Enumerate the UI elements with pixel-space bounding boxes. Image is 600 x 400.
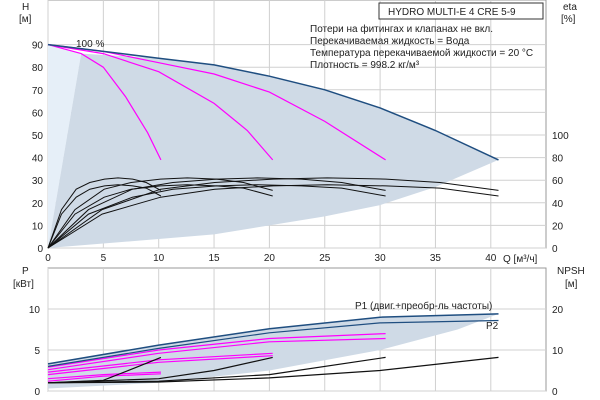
power-curve-reduced xyxy=(47,355,273,376)
y-unit-h: [м] xyxy=(19,14,32,25)
y2-tick-label: 40 xyxy=(552,199,564,210)
npsh-curve xyxy=(47,356,499,384)
p1-curve xyxy=(47,313,499,365)
y-tick-label: 0 xyxy=(37,244,43,255)
y2-label-npsh: NPSH xyxy=(557,266,585,277)
power-operating-area xyxy=(48,313,499,389)
x-label-q: Q [м³/ч] xyxy=(503,254,538,265)
x-tick-label: 30 xyxy=(375,253,387,264)
p1-label: P1 (двиг.+преобр-ль частоты) xyxy=(355,300,492,312)
y-label-h: H xyxy=(22,2,29,13)
note-3: Температура перекачиваемой жидкости = 20… xyxy=(310,48,533,59)
y2-unit-npsh: [м] xyxy=(565,279,578,290)
y2-tick-label: 20 xyxy=(552,221,564,232)
x-tick-label: 5 xyxy=(101,253,107,264)
y-tick-label: 70 xyxy=(32,86,44,97)
eta-curve xyxy=(47,184,499,249)
x-tick-label: 25 xyxy=(319,253,331,264)
p2-curve xyxy=(47,319,499,367)
operating-area xyxy=(48,53,499,248)
y-tick-label: 20 xyxy=(32,199,44,210)
y2-tick-label: 100 xyxy=(552,131,569,142)
chart-labels: HYDRO MULTI-E 4 CRE 5-9 Потери на фитинг… xyxy=(13,2,585,332)
head-curve-reduced xyxy=(47,44,274,161)
head-curve-full xyxy=(47,43,499,161)
power-curve-reduced xyxy=(47,337,386,371)
y2-tick-label: 0 xyxy=(552,244,558,255)
y2-unit-eta: [%] xyxy=(561,14,576,25)
eta-curve xyxy=(47,184,273,249)
y-unit-p: [кВт] xyxy=(13,279,34,290)
y-tick-label: 50 xyxy=(32,131,44,142)
head-curve-reduced xyxy=(47,44,162,161)
power-curve-reduced xyxy=(47,373,161,382)
y-tick-label: 30 xyxy=(32,176,44,187)
eta-curve xyxy=(47,177,386,249)
eta-curve xyxy=(47,177,499,249)
y-tick-label: 40 xyxy=(32,154,44,165)
chart-marks xyxy=(47,43,499,389)
y2-tick-label: 0 xyxy=(552,387,558,398)
chart-title: HYDRO MULTI-E 4 CRE 5-9 xyxy=(388,7,516,18)
note-1: Потери на фитингах и клапанах не вкл. xyxy=(310,23,493,35)
title-box xyxy=(378,2,544,20)
y-label-p: P xyxy=(22,266,29,277)
y-tick-label: 80 xyxy=(32,63,44,74)
y-tick-label: 90 xyxy=(32,41,44,52)
power-curve-reduced xyxy=(47,333,386,368)
p2-label: P2 xyxy=(486,321,499,332)
y2-tick-label: 60 xyxy=(552,176,564,187)
note-2: Перекачиваемая жидкость = Вода xyxy=(310,36,470,47)
y-tick-label: 10 xyxy=(32,221,44,232)
x-tick-label: 0 xyxy=(45,253,51,264)
x-tick-label: 20 xyxy=(264,253,276,264)
eta-curve xyxy=(47,184,386,249)
y-tick-label: 10 xyxy=(29,305,41,316)
y-tick-label: 0 xyxy=(34,387,40,398)
power-curve-reduced xyxy=(47,371,161,380)
x-tick-label: 15 xyxy=(208,253,220,264)
operating-area-light xyxy=(48,44,82,248)
y2-tick-label: 80 xyxy=(552,154,564,165)
x-tick-label: 10 xyxy=(153,253,165,264)
note-4: Плотность = 998.2 кг/м³ xyxy=(310,60,420,71)
npsh-curve xyxy=(47,356,273,384)
y2-label-eta: eta xyxy=(563,2,577,13)
y-tick-label: 60 xyxy=(32,108,44,119)
y2-tick-label: 20 xyxy=(552,305,564,316)
speed-label: 100 % xyxy=(76,39,104,50)
power-curve-reduced xyxy=(47,352,273,373)
y-tick-label: 5 xyxy=(34,346,40,357)
x-tick-label: 40 xyxy=(485,253,497,264)
x-tick-label: 35 xyxy=(430,253,442,264)
y2-tick-label: 10 xyxy=(552,346,564,357)
